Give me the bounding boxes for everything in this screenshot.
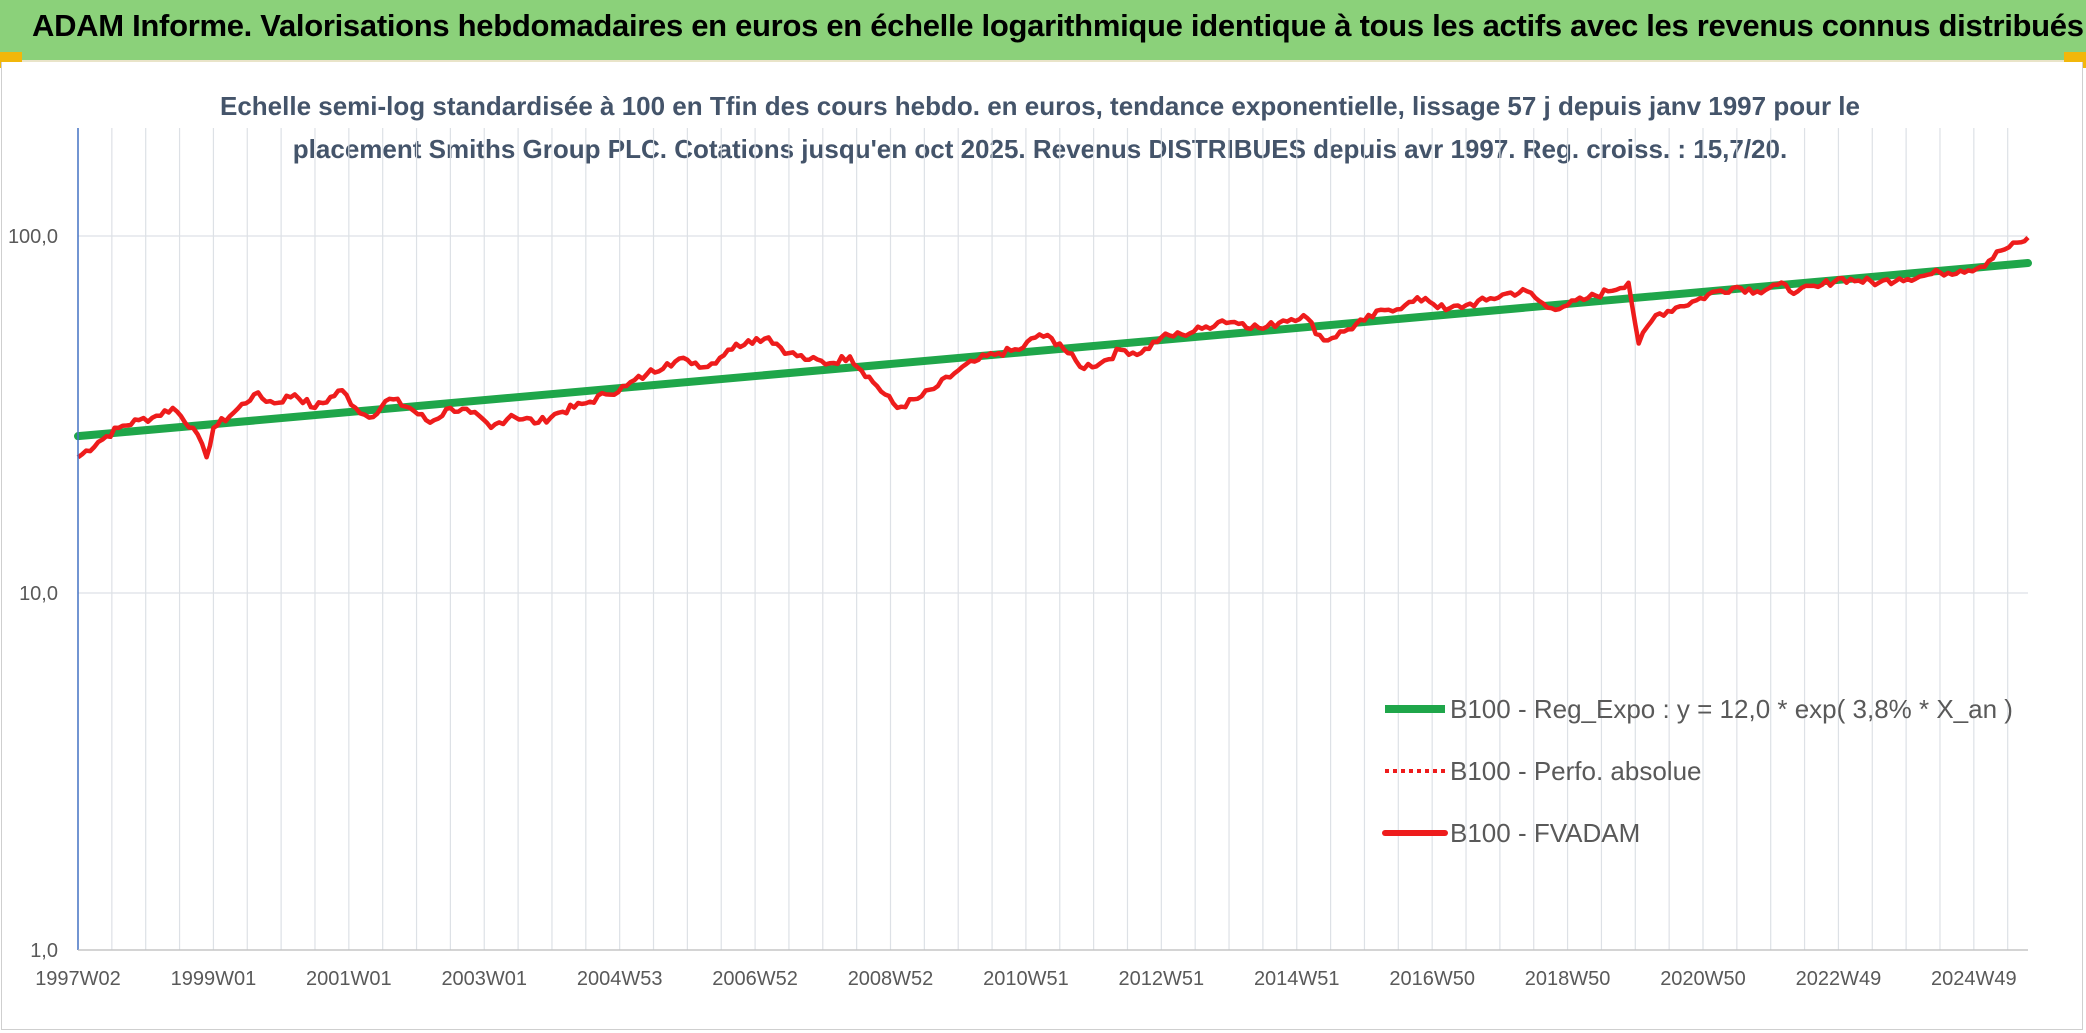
x-tick-label: 2006W52: [712, 968, 798, 990]
x-tick-label: 1999W01: [171, 968, 257, 990]
x-tick-label: 2010W51: [983, 968, 1069, 990]
chart-title-line-1: Echelle semi-log standardisée à 100 en T…: [219, 91, 1860, 121]
x-tick-label: 2012W51: [1119, 968, 1205, 990]
grid-layer: [78, 128, 2028, 951]
legend-label-3: B100 - FVADAM: [1450, 818, 1640, 848]
x-tick-label: 2020W50: [1660, 968, 1746, 990]
x-tick-label: 2024W49: [1931, 968, 2017, 990]
chart-frame: [1, 62, 2083, 1030]
x-tick-label: 2016W50: [1389, 968, 1475, 990]
axis-layer: [77, 128, 2028, 951]
x-tick-label: 2004W53: [577, 968, 663, 990]
chart-title-line-2: placement Smiths Group PLC. Cotations ju…: [292, 134, 1788, 164]
x-tick-label: 2003W01: [441, 968, 527, 990]
x-tick-label: 2008W52: [848, 968, 934, 990]
x-tick-label: 2022W49: [1796, 968, 1882, 990]
legend: B100 - Reg_Expo : y = 12,0 * exp( 3,8% *…: [1382, 694, 2013, 848]
y-tick-labels: 1,0 10,0 100,0: [8, 226, 58, 962]
y-tick-label: 100,0: [8, 226, 58, 248]
legend-label-2: B100 - Perfo. absolue: [1450, 756, 1702, 786]
fvadam-line-series: [76, 236, 2030, 460]
y-tick-label: 1,0: [30, 940, 58, 962]
x-tick-label: 1997W02: [35, 968, 121, 990]
page-title: ADAM Informe. Valorisations hebdomadaire…: [32, 8, 2084, 43]
x-tick-label: 2014W51: [1254, 968, 1340, 990]
series-layer: [74, 236, 2032, 460]
header-banner: ADAM Informe. Valorisations hebdomadaire…: [0, 0, 2086, 62]
x-tick-labels: 1997W02 1999W01 2001W01 2003W01 2004W53 2006W…: [35, 968, 2016, 990]
x-tick-label: 2001W01: [306, 968, 392, 990]
x-tick-label: 2018W50: [1525, 968, 1611, 990]
y-tick-label: 10,0: [19, 583, 58, 605]
legend-label-1: B100 - Reg_Expo : y = 12,0 * exp( 3,8% *…: [1450, 694, 2013, 724]
